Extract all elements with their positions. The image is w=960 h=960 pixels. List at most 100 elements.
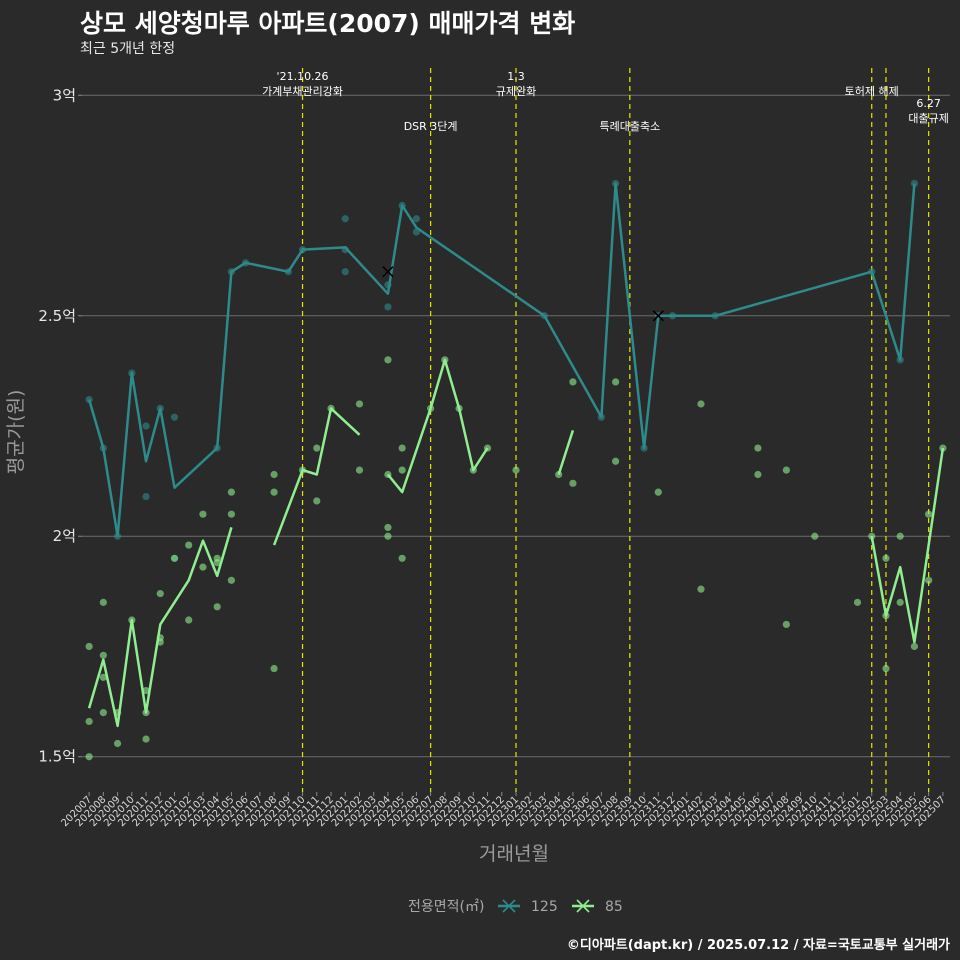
- data-point-85: [882, 554, 890, 562]
- legend: 전용면적(㎡) 125 85: [408, 899, 623, 915]
- y-tick-label: 1.5억: [38, 748, 76, 766]
- data-point-85: [455, 404, 463, 412]
- data-point-85: [512, 466, 520, 474]
- data-point-85: [85, 717, 93, 726]
- data-point-125: [398, 201, 406, 210]
- data-point-85: [270, 488, 278, 496]
- data-point-85: [156, 589, 164, 598]
- data-point-85: [925, 576, 933, 584]
- data-point-85: [170, 554, 179, 562]
- legend-title: 전용면적(㎡): [408, 899, 484, 915]
- data-point-85: [882, 612, 890, 620]
- data-point-85: [569, 479, 577, 487]
- data-point-125: [128, 369, 136, 377]
- event-label: 대출규제: [908, 112, 948, 125]
- data-point-85: [85, 753, 93, 761]
- data-point-85: [896, 598, 904, 606]
- data-point-125: [668, 312, 677, 320]
- data-point-125: [384, 281, 392, 289]
- data-point-85: [384, 532, 392, 540]
- x-axis-label: 거래년월: [479, 843, 549, 865]
- data-point-85: [298, 466, 307, 474]
- event-label: 규제완화: [496, 85, 536, 98]
- data-point-85: [213, 559, 221, 567]
- series-points: [85, 179, 947, 761]
- series-line-85: [870, 447, 945, 644]
- data-point-85: [142, 709, 150, 717]
- data-point-125: [412, 215, 420, 223]
- x-axis-ticks: 2020072020082020092020102020112020122021…: [59, 792, 948, 829]
- data-point-85: [142, 735, 150, 743]
- data-point-125: [868, 268, 876, 276]
- data-point-85: [355, 400, 364, 408]
- data-point-85: [355, 466, 364, 474]
- data-point-85: [270, 664, 278, 673]
- data-point-85: [199, 563, 207, 571]
- data-point-85: [99, 673, 107, 681]
- data-point-85: [469, 466, 477, 474]
- data-point-85: [939, 444, 947, 452]
- data-point-85: [113, 709, 122, 717]
- data-point-85: [569, 378, 577, 386]
- data-point-85: [398, 466, 406, 474]
- data-point-125: [284, 268, 292, 276]
- data-point-85: [853, 598, 862, 606]
- data-point-125: [910, 179, 919, 188]
- cancelled-stroke: [382, 266, 394, 278]
- data-point-85: [654, 488, 662, 496]
- data-point-85: [384, 470, 392, 479]
- data-point-85: [142, 686, 150, 695]
- data-point-125: [711, 312, 719, 320]
- data-point-85: [113, 739, 122, 748]
- data-point-85: [441, 356, 449, 364]
- data-point-125: [540, 312, 549, 320]
- data-point-125: [113, 532, 122, 540]
- cancelled-stroke: [652, 310, 664, 322]
- data-point-125: [242, 259, 250, 267]
- data-point-125: [412, 228, 420, 236]
- series-line-85: [557, 430, 575, 475]
- data-point-85: [427, 404, 435, 412]
- data-point-85: [697, 400, 705, 408]
- series-line-85: [87, 527, 233, 728]
- data-point-85: [227, 510, 236, 518]
- data-point-85: [156, 638, 164, 646]
- data-point-125: [896, 356, 904, 364]
- data-point-85: [227, 488, 236, 496]
- data-point-85: [925, 510, 933, 518]
- data-point-85: [868, 532, 876, 540]
- data-point-85: [384, 523, 392, 532]
- y-tick-label: 3억: [53, 86, 76, 104]
- data-point-85: [99, 598, 107, 606]
- data-point-125: [99, 444, 107, 452]
- data-point-125: [213, 444, 221, 452]
- data-point-125: [142, 422, 150, 430]
- data-point-125: [384, 303, 392, 311]
- source-caption: ©디아파트(dapt.kr) / 2025.07.12 / 자료=국토교통부 실…: [566, 938, 950, 953]
- series-line-85: [272, 407, 361, 546]
- data-point-85: [754, 444, 762, 452]
- data-point-85: [782, 466, 790, 474]
- data-point-125: [85, 395, 93, 404]
- series-line-125: [87, 182, 916, 538]
- data-point-125: [341, 215, 349, 223]
- data-point-125: [298, 246, 307, 254]
- data-point-85: [227, 576, 236, 584]
- data-point-85: [555, 470, 563, 479]
- data-point-85: [270, 470, 278, 479]
- cancelled-marker: [382, 266, 394, 278]
- data-point-85: [85, 642, 93, 651]
- data-point-125: [640, 444, 648, 452]
- data-point-85: [896, 532, 904, 540]
- data-point-125: [597, 413, 605, 421]
- event-label: 특례대출축소: [599, 120, 660, 133]
- data-point-85: [313, 497, 321, 505]
- data-point-125: [227, 268, 236, 276]
- y-tick-label: 2억: [53, 527, 76, 545]
- data-point-85: [384, 356, 392, 364]
- event-label: 6.27: [916, 97, 941, 110]
- event-label: 가계부채관리강화: [262, 85, 343, 98]
- data-point-85: [697, 585, 705, 593]
